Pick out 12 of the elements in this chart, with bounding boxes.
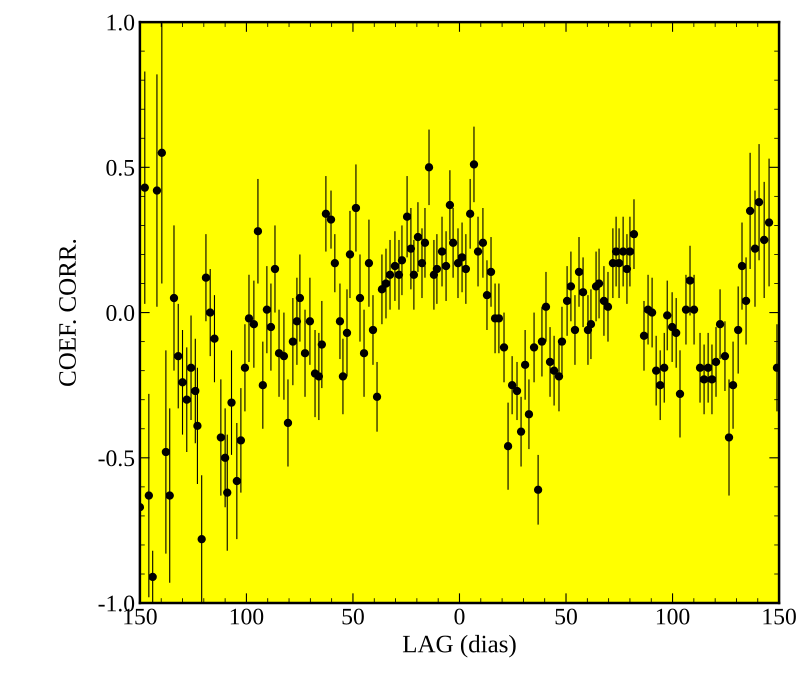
y-axis-title: COEF. CORR. xyxy=(59,240,76,386)
x-tick-label: 100 xyxy=(230,608,264,625)
x-axis-title: LAG (dias) xyxy=(402,634,516,658)
x-tick-label: 150 xyxy=(763,608,796,625)
y-tick-label: -0.5 xyxy=(98,450,134,466)
y-tick-label: 1.0 xyxy=(108,14,134,31)
y-tick-label: 0.5 xyxy=(106,160,134,176)
x-tick-label: 100 xyxy=(656,608,690,625)
x-tick-label: 50 xyxy=(342,608,364,625)
y-tick-label: 0.0 xyxy=(106,305,134,322)
x-tick-label: 50 xyxy=(556,608,577,625)
x-tick-label: 0 xyxy=(454,608,464,625)
